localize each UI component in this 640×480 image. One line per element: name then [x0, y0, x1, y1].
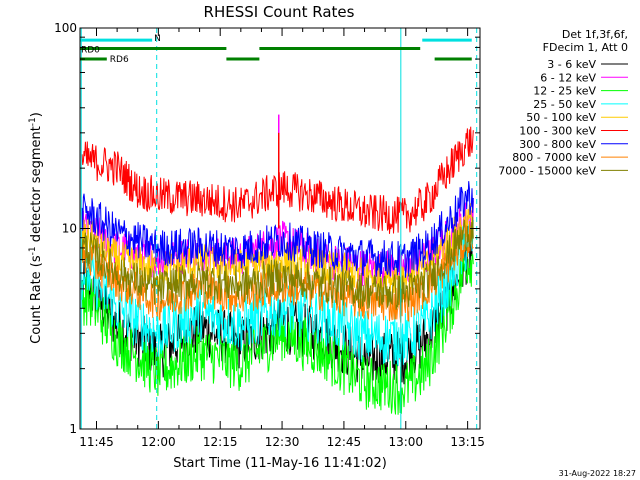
plot-area: N RD0 RD6	[80, 28, 478, 429]
series-line-3	[81, 252, 474, 415]
chart-title: RHESSI Count Rates	[204, 3, 355, 21]
legend-label-4: 25 - 50 keV	[533, 98, 596, 111]
series-line-7	[81, 181, 474, 278]
x-tick-label-6: 13:00	[388, 435, 423, 449]
legend-label-2: 6 - 12 keV	[540, 71, 596, 84]
y-tick-label-2: 10	[62, 222, 77, 236]
legend-header-line-2: FDecim 1, Att 0	[543, 41, 628, 54]
timestamp: 31-Aug-2022 18:27	[559, 469, 636, 478]
x-axis-label: Start Time (11-May-16 11:41:02)	[173, 456, 387, 471]
x-tick-label-1: 11:45	[79, 435, 114, 449]
series-line-6	[81, 126, 474, 234]
legend-label-8: 800 - 7000 keV	[512, 151, 596, 164]
flag-label-rd0: RD0	[81, 46, 100, 56]
flag-label-rd6: RD6	[110, 55, 129, 65]
x-tick-label-4: 12:30	[265, 435, 300, 449]
x-tick-label-7: 13:15	[450, 435, 485, 449]
series-line-9	[81, 216, 474, 310]
legend-label-5: 50 - 100 keV	[526, 111, 596, 124]
legend-label-3: 12 - 25 keV	[533, 85, 596, 98]
legend-label-9: 7000 - 15000 keV	[498, 164, 596, 177]
legend-label-6: 100 - 300 keV	[519, 125, 596, 138]
legend-label-7: 300 - 800 keV	[519, 138, 596, 151]
x-tick-label-2: 12:00	[141, 435, 176, 449]
x-tick-label-3: 12:15	[203, 435, 238, 449]
flag-label-n: N	[154, 34, 161, 44]
axes: 1 10 100 11:45 12:00 12:15 12:30 12:45 13:00 13:1…	[54, 21, 485, 449]
y-tick-label-3: 100	[54, 21, 77, 35]
legend-header-line-1: Det 1f,3f,6f,	[562, 28, 628, 41]
x-tick-label-5: 12:45	[327, 435, 362, 449]
y-tick-label-1: 1	[69, 422, 77, 436]
legend-label-1: 3 - 6 keV	[547, 58, 596, 71]
y-axis-label: Count Rate (s-1 detector segment-1)	[28, 112, 44, 344]
